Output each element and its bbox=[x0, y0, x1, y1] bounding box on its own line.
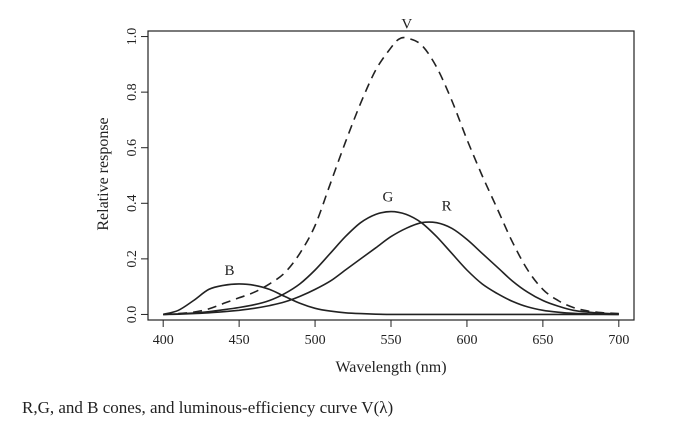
y-axis-title: Relative response bbox=[95, 117, 112, 230]
y-tick-label: 0.2 bbox=[125, 250, 140, 268]
chart-svg: 400 450 500 550 600 650 7000.00.20.40.60.81.0 … bbox=[95, 17, 635, 376]
series-line-v bbox=[163, 36, 619, 316]
x-tick-label: 650 bbox=[532, 333, 553, 348]
y-tick-label: 0.6 bbox=[125, 139, 140, 157]
series-label-v: V bbox=[401, 17, 412, 33]
series-label-g: G bbox=[383, 190, 394, 206]
x-tick-label: 550 bbox=[381, 333, 402, 348]
plot-frame bbox=[147, 30, 635, 321]
y-tick-label: 0.4 bbox=[125, 195, 140, 213]
figure-caption: R,G, and B cones, and luminous-efficienc… bbox=[22, 398, 394, 417]
x-tick-label: 450 bbox=[229, 333, 250, 348]
x-axis-title: Wavelength (nm) bbox=[335, 359, 446, 376]
x-tick-label: 600 bbox=[456, 333, 477, 348]
series-label-b: B bbox=[225, 263, 235, 279]
series-line-b bbox=[162, 283, 619, 316]
x-tick-label: 700 bbox=[608, 333, 629, 348]
y-tick-label: 0.0 bbox=[125, 306, 140, 324]
series-label-r: R bbox=[442, 199, 452, 215]
series-line-r bbox=[163, 221, 619, 316]
y-tick-label: 1.0 bbox=[125, 28, 140, 46]
x-tick-label: 500 bbox=[305, 333, 326, 348]
x-tick-label: 400 bbox=[153, 333, 174, 348]
series-line-g bbox=[163, 210, 619, 316]
y-tick-label: 0.8 bbox=[125, 83, 140, 101]
chart-container: 400 450 500 550 600 650 700 0.0 0.2 0.4 0.6 0.8 1.0 … bbox=[95, 17, 635, 376]
